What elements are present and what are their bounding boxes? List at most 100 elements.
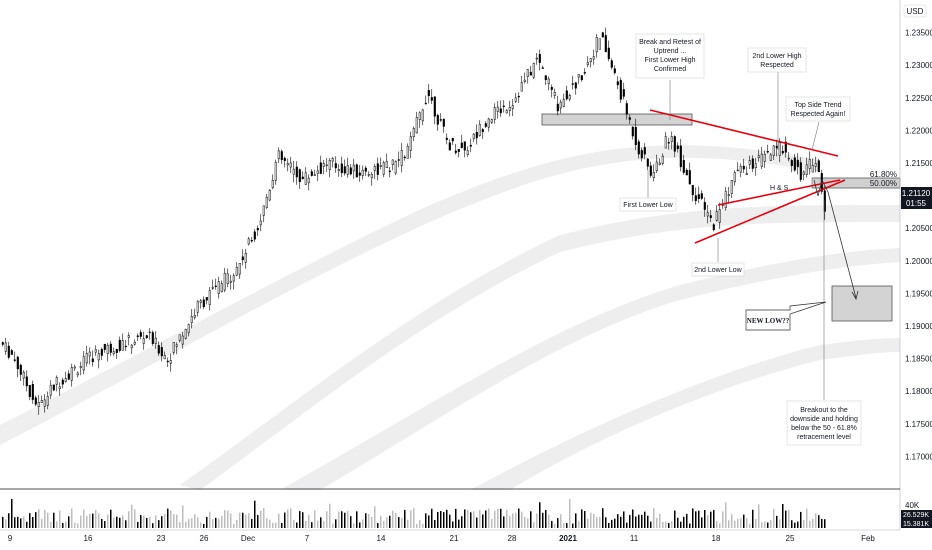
volume-bar [602, 508, 604, 528]
volume-bar [320, 517, 322, 528]
volume-bar [338, 511, 340, 528]
candle-body [811, 165, 814, 173]
candle-body [157, 345, 160, 354]
volume-bar [359, 522, 361, 528]
volume-bar [494, 510, 496, 528]
candle-body [310, 171, 313, 176]
volume-bar [422, 523, 424, 528]
candle-body [28, 385, 31, 397]
ann-line: below the 50 - 61.8% [791, 425, 857, 432]
volume-bar [173, 514, 175, 528]
candle-body [454, 150, 457, 153]
volume-bar [569, 499, 571, 528]
ann-line: First Lower Low [623, 202, 673, 209]
volume-bar [365, 513, 367, 528]
time-tick-label: 21 [450, 534, 459, 543]
volume-bar [179, 522, 181, 528]
candle-body [133, 341, 136, 345]
candle-body [664, 136, 667, 149]
time-tick-label: 7 [305, 534, 310, 543]
volume-bar [773, 509, 775, 528]
price-tick-label: 1.20500 [905, 224, 932, 233]
volume-bar [803, 520, 805, 528]
candle-body [481, 129, 484, 133]
volume-bar [194, 514, 196, 528]
volume-bar [167, 508, 169, 528]
candle-body [196, 300, 199, 313]
time-axis: 9 16 23 26 Dec 7 14 21 28 2021 11 18 25 Feb [8, 534, 876, 543]
volume-bar [38, 509, 40, 528]
currency-badge [903, 4, 927, 18]
volume-bar [95, 509, 97, 528]
time-tick-label: Feb [861, 534, 875, 543]
volume-bar [341, 511, 343, 528]
candle-body [544, 75, 547, 81]
volume-bar [395, 512, 397, 528]
volume-bar [146, 517, 148, 528]
ann-line: Confirmed [654, 66, 686, 73]
volume-bar [296, 522, 298, 528]
trend-lines [649, 109, 846, 244]
volume-bar [725, 502, 727, 528]
volume-bar [314, 510, 316, 528]
price-tick-label: 1.18500 [905, 355, 932, 364]
candle-body [271, 180, 274, 189]
volume-bar [257, 515, 259, 528]
candle-body [268, 189, 271, 201]
volume-bar [119, 517, 121, 528]
candle-body [49, 384, 52, 396]
volume-bar [575, 513, 577, 528]
price-tick-label: 1.18000 [905, 387, 932, 396]
volume-bar [410, 510, 412, 528]
volume-bar [482, 514, 484, 528]
volume-bar [572, 523, 574, 528]
volume-bar [434, 520, 436, 528]
candle-body [523, 79, 526, 82]
candle-body [223, 272, 226, 291]
volume-bar [125, 520, 127, 528]
volume-bar [182, 505, 184, 528]
volume-bar [581, 509, 583, 528]
volume-bar [740, 518, 742, 528]
candle-body [373, 166, 376, 171]
candle-body [793, 157, 796, 171]
candle-body [94, 349, 97, 353]
time-tick-label: Dec [241, 534, 255, 543]
candle-body [487, 118, 490, 128]
candle-body [394, 161, 397, 174]
price-tick-label: 1.20000 [905, 257, 932, 266]
candle-body [631, 126, 634, 137]
candle-body [463, 141, 466, 151]
time-tick-label: 18 [712, 534, 721, 543]
candle-body [103, 343, 106, 350]
candle-body [448, 142, 451, 151]
candle-body [349, 167, 352, 175]
candle-body [490, 119, 493, 123]
candle-body [550, 86, 553, 90]
volume-bar [758, 504, 760, 528]
candle-body [565, 90, 568, 100]
time-tick-label: 25 [786, 534, 795, 543]
candle-body [415, 117, 418, 134]
volume-bar [161, 516, 163, 528]
candle-body [574, 82, 577, 89]
candle-body [127, 335, 130, 338]
candle-body [187, 324, 190, 334]
price-tick-label: 1.19000 [905, 322, 932, 331]
candle-body [262, 205, 265, 216]
candle-body [253, 231, 256, 240]
candle-body [766, 151, 769, 153]
candle-body [400, 150, 403, 166]
volume-bar [692, 508, 694, 528]
volume-bar [785, 510, 787, 528]
volume-bar [704, 510, 706, 528]
volume-bar [695, 511, 697, 528]
candle-body [640, 150, 643, 159]
candle-body [70, 367, 73, 381]
candle-body [709, 215, 712, 218]
volume-bar [431, 508, 433, 528]
candle-body [322, 163, 325, 167]
candle-body [385, 161, 388, 168]
volume-bar [668, 523, 670, 528]
volume-bar [20, 518, 22, 528]
